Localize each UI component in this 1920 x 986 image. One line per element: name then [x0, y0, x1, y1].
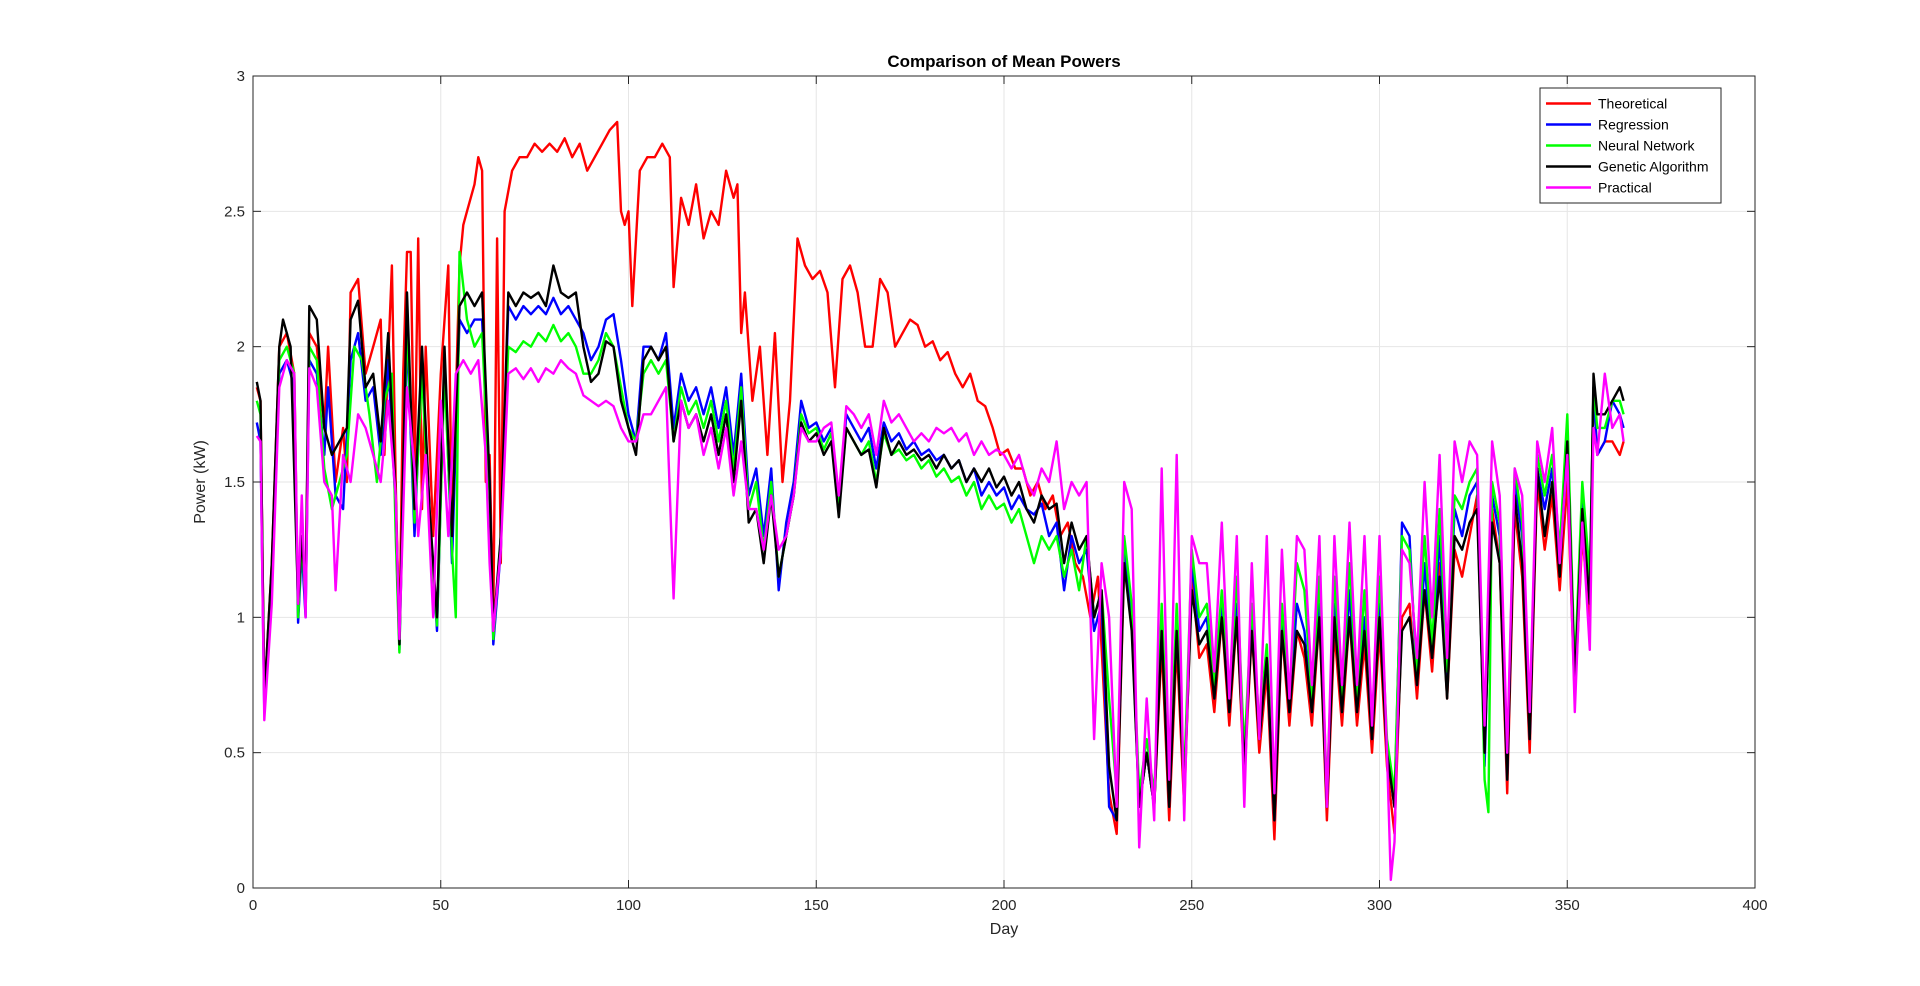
- legend-entry-label: Neural Network: [1598, 138, 1695, 154]
- y-tick-label: 1.5: [224, 474, 245, 491]
- series-line-practical: [255, 359, 1625, 882]
- x-tick-label: 200: [991, 897, 1016, 914]
- series-lines: [255, 120, 1625, 882]
- x-tick-label: 50: [432, 897, 449, 914]
- x-tick-label: 100: [616, 897, 641, 914]
- legend: Theoretical Regression Neural Network Genet…: [1539, 87, 1722, 204]
- legend-entry-label: Regression: [1598, 117, 1669, 133]
- x-tick-label: 300: [1367, 897, 1392, 914]
- x-axis-label: Day: [990, 921, 1018, 938]
- y-axis-label: Power (kW): [192, 440, 209, 524]
- y-tick-label: 2: [237, 339, 245, 356]
- y-tick-label: 0: [237, 880, 245, 897]
- legend-entry-label: Practical: [1598, 180, 1652, 196]
- y-tick-label: 2.5: [224, 203, 245, 220]
- y-tick-label: 1: [237, 609, 245, 626]
- x-tick-label: 150: [804, 897, 829, 914]
- x-tick-label: 400: [1742, 897, 1767, 914]
- legend-entry-label: Genetic Algorithm: [1598, 159, 1709, 175]
- y-tick-label: 3: [237, 68, 245, 85]
- legend-entry-label: Theoretical: [1598, 96, 1667, 112]
- y-tick-label: 0.5: [224, 745, 245, 762]
- chart-title: Comparison of Mean Powers: [887, 52, 1120, 71]
- x-tick-label: 350: [1555, 897, 1580, 914]
- axis-ticks: 0 50 100 150 200 250 300 350 400 0 0.5 1 1.5 2 2.5 3: [224, 68, 1767, 914]
- x-tick-label: 250: [1179, 897, 1204, 914]
- x-tick-label: 0: [249, 897, 257, 914]
